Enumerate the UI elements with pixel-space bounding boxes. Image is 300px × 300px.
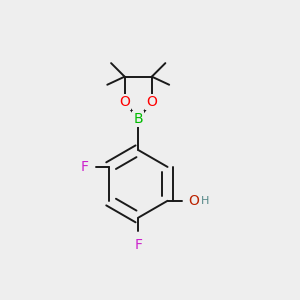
Text: O: O	[119, 95, 130, 109]
Text: H: H	[200, 196, 209, 206]
Text: B: B	[134, 112, 143, 126]
Text: F: F	[80, 160, 88, 174]
Text: F: F	[134, 238, 142, 252]
Text: O: O	[146, 95, 157, 109]
Text: O: O	[188, 194, 199, 208]
